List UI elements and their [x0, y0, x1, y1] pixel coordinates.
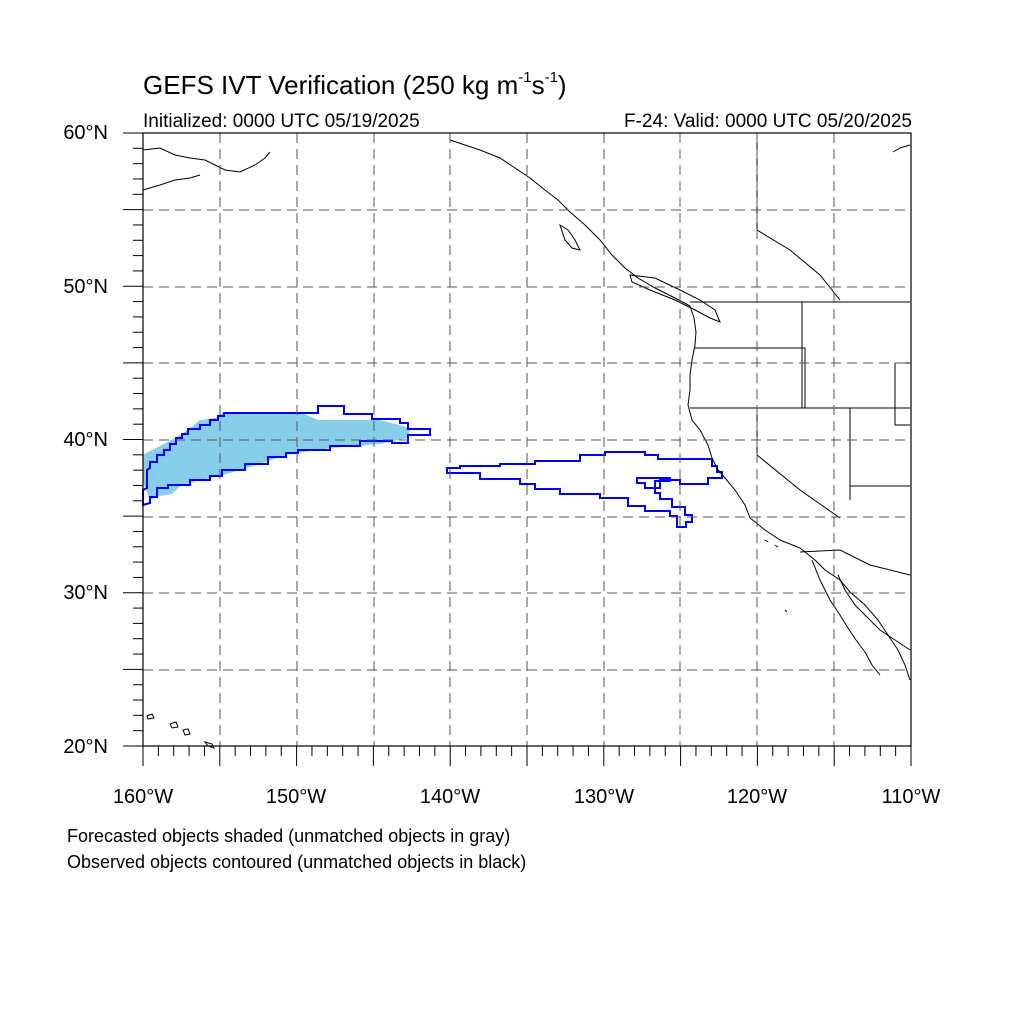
graticule	[143, 133, 911, 746]
coastline-islands	[559, 223, 721, 323]
legend-forecast: Forecasted objects shaded (unmatched obj…	[67, 826, 511, 846]
lat-label-20: 20°N	[63, 736, 108, 758]
observed-object-west	[142, 405, 431, 507]
coastline-baja	[811, 559, 911, 676]
lon-label-110w: 110°W	[881, 786, 941, 808]
map-title: GEFS IVT Verification (250 kg m-1s-1)	[143, 69, 567, 100]
border-mexico	[799, 549, 911, 576]
border-ca-nv	[756, 408, 841, 519]
lon-label-130w: 130°W	[573, 786, 635, 808]
legend-observed: Observed objects contoured (unmatched ob…	[67, 852, 527, 872]
coastlines	[142, 139, 911, 749]
lat-label-40: 40°N	[63, 429, 108, 451]
lat-label-30: 30°N	[63, 582, 108, 604]
border-mt	[894, 362, 910, 426]
border-wa-or	[695, 347, 806, 408]
axis-ticks	[123, 132, 912, 766]
lat-label-60: 60°N	[63, 122, 108, 144]
lon-label-160w: 160°W	[112, 786, 174, 808]
lon-label-150w: 150°W	[265, 786, 327, 808]
coastline-north-america	[449, 139, 911, 681]
lon-label-140w: 140°W	[419, 786, 481, 808]
border-bc	[756, 133, 841, 301]
coastline-channel-islands	[764, 539, 788, 613]
lat-label-50: 50°N	[63, 276, 108, 298]
political-borders	[690, 133, 911, 576]
coastline-hawaii	[146, 713, 215, 749]
lon-label-120w: 120°W	[726, 786, 788, 808]
valid-time: F-24: Valid: 0000 UTC 05/20/2025	[624, 111, 912, 132]
coastline-alaska	[142, 144, 911, 191]
initialized-time: Initialized: 0000 UTC 05/19/2025	[143, 111, 420, 132]
observed-object-east	[446, 451, 723, 528]
